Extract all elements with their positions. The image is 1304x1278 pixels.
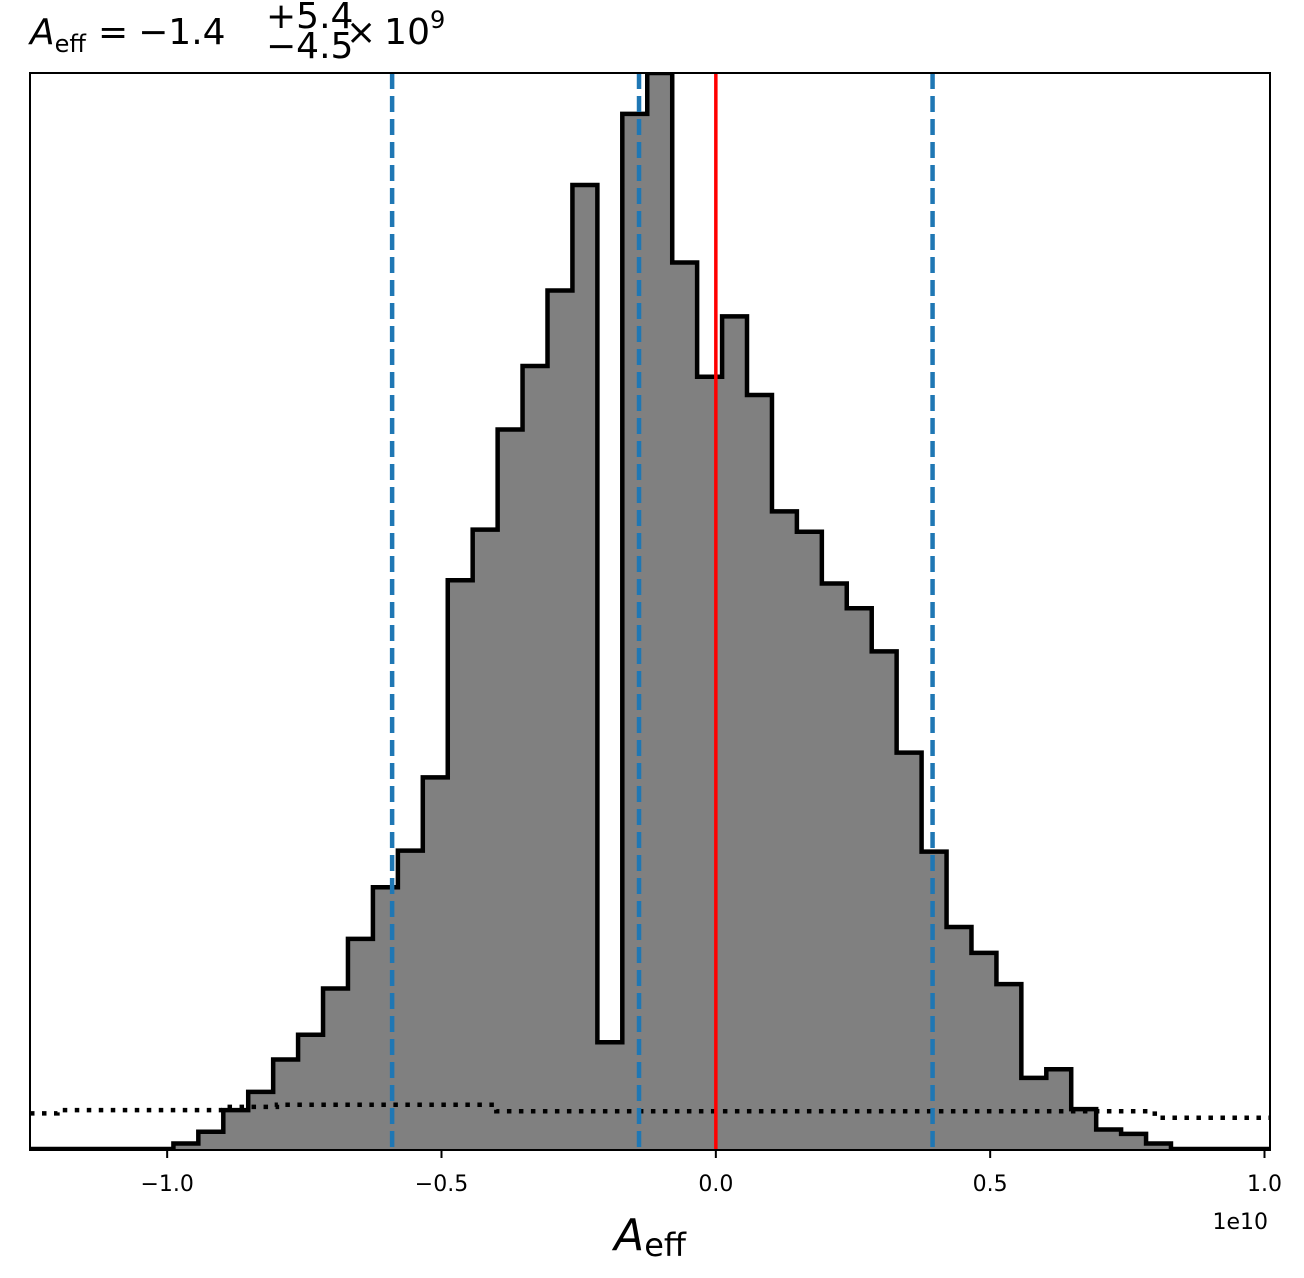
x-axis-subscript: eff xyxy=(644,1226,687,1264)
histogram-bar xyxy=(722,316,748,1150)
title-lower: −4.5 xyxy=(266,26,353,67)
histogram-bar xyxy=(747,395,773,1150)
histogram-bar xyxy=(1021,1077,1047,1150)
histogram-bar xyxy=(796,531,823,1150)
histogram-bar xyxy=(672,262,698,1150)
histogram-bar xyxy=(572,185,598,1150)
x-axis-symbol: A xyxy=(611,1210,644,1261)
title-median: −1.4 xyxy=(138,12,225,53)
histogram-outline xyxy=(30,73,1270,1150)
histogram-bar xyxy=(647,73,673,1150)
title-times: × xyxy=(346,12,376,53)
x-tick-label: −1.0 xyxy=(140,1172,193,1197)
histogram-bar xyxy=(1146,1143,1172,1150)
histogram-bar xyxy=(522,365,549,1150)
title-equals: = xyxy=(98,12,128,53)
histogram-bar xyxy=(871,651,898,1150)
title-symbol: A xyxy=(28,12,55,53)
histogram-bar xyxy=(397,850,424,1150)
title-exponent: 9 xyxy=(430,6,445,34)
histogram-bar xyxy=(223,1110,249,1150)
histogram-bar xyxy=(946,927,972,1150)
histogram-bar xyxy=(1121,1133,1147,1150)
histogram-bar xyxy=(1071,1109,1097,1150)
x-tick-label: 0.0 xyxy=(698,1172,733,1197)
x-tick-label: −0.5 xyxy=(415,1172,468,1197)
chart-title: Aeff = −1.4 xyxy=(28,12,226,58)
x-offset-text: 1e10 xyxy=(1212,1210,1268,1235)
histogram-bar xyxy=(447,580,474,1150)
histogram-bar xyxy=(497,429,524,1150)
prior-line xyxy=(30,1102,1270,1120)
quantile-lines xyxy=(389,73,935,1150)
histogram-bar xyxy=(896,752,923,1150)
histogram-bar xyxy=(323,988,349,1150)
axes-frame xyxy=(29,72,1271,1151)
histogram-bar xyxy=(173,1143,199,1150)
x-tick-label: 1.0 xyxy=(1247,1172,1282,1197)
x-axis-label: Aeff xyxy=(611,1210,687,1264)
histogram-bar xyxy=(996,984,1022,1150)
histogram-bar xyxy=(248,1091,274,1150)
histogram-bar xyxy=(821,583,848,1150)
histogram-bar xyxy=(771,511,798,1150)
histogram-bar xyxy=(347,938,374,1150)
histogram-bar xyxy=(198,1131,224,1150)
plot-area xyxy=(30,73,1270,1150)
histogram-bar xyxy=(472,529,499,1150)
title-upper: +5.4 xyxy=(266,0,353,37)
histogram-bar xyxy=(372,887,399,1150)
title-subscript: eff xyxy=(55,30,87,58)
histogram-bar xyxy=(547,290,573,1150)
histogram-bar xyxy=(597,1042,623,1150)
histogram-bar xyxy=(622,113,648,1150)
histogram-bar xyxy=(697,376,723,1150)
title-multiplier: × 109 xyxy=(346,6,445,53)
title-base: 10 xyxy=(384,12,430,53)
histogram-bar xyxy=(971,952,997,1150)
histogram-bar xyxy=(846,608,873,1150)
histogram-bar xyxy=(1096,1129,1122,1150)
histogram-bar xyxy=(422,777,449,1150)
histogram-bar xyxy=(298,1034,324,1150)
x-ticks: −1.0 −0.5 0.0 0.5 1.0 xyxy=(140,1150,1282,1197)
x-tick-label: 0.5 xyxy=(973,1172,1008,1197)
